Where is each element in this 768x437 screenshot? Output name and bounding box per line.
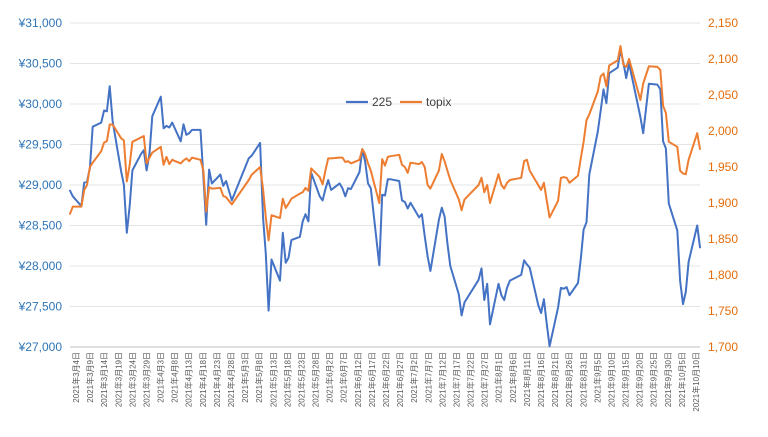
left-tick-label: ¥31,000 (18, 16, 63, 30)
left-y-axis: ¥27,000 ¥27,500 ¥28,000 ¥28,500 ¥29,000 ¥29,5… (18, 16, 63, 354)
x-tick-label: 2021年8月31日 (578, 352, 588, 407)
x-tick-label: 2021年5月28日 (311, 352, 321, 407)
legend: 225 topix (346, 95, 451, 109)
right-tick-label: 1,700 (708, 340, 738, 354)
left-tick-label: ¥30,000 (18, 97, 63, 111)
x-tick-label: 2021年5月13日 (268, 352, 278, 407)
x-tick-label: 2021年9月25日 (649, 352, 659, 407)
right-tick-label: 1,900 (708, 196, 738, 210)
x-tick-label: 2021年6月12日 (353, 352, 363, 407)
x-tick-label: 2021年7月2日 (409, 352, 419, 403)
x-tick-label: 2021年9月30日 (663, 352, 673, 407)
series-lines (69, 45, 701, 348)
right-tick-label: 2,050 (708, 88, 738, 102)
x-tick-label: 2021年6月17日 (367, 352, 377, 407)
x-tick-label: 2021年9月10日 (606, 352, 616, 407)
x-tick-label: 2021年6月7日 (339, 352, 349, 403)
right-tick-label: 2,150 (708, 16, 738, 30)
x-tick-label: 2021年7月17日 (451, 352, 461, 407)
x-tick-label: 2021年5月23日 (296, 352, 306, 407)
x-tick-label: 2021年10月5日 (677, 352, 687, 407)
x-tick-label: 2021年10月10日 (691, 352, 701, 412)
x-tick-label: 2021年3月29日 (141, 352, 151, 407)
left-tick-label: ¥28,000 (18, 259, 63, 273)
legend-label-225: 225 (372, 95, 392, 109)
right-tick-label: 1,750 (708, 304, 738, 318)
left-tick-label: ¥27,000 (18, 340, 63, 354)
x-tick-label: 2021年5月18日 (282, 352, 292, 407)
right-tick-label: 1,850 (708, 232, 738, 246)
x-tick-label: 2021年8月11日 (522, 352, 532, 407)
x-tick-label: 2021年8月16日 (536, 352, 546, 407)
x-tick-label: 2021年5月3日 (240, 352, 250, 403)
right-y-axis: 1,700 1,750 1,800 1,850 1,900 1,950 2,000 2,050… (708, 16, 738, 354)
x-tick-label: 2021年7月22日 (466, 352, 476, 407)
right-tick-label: 2,000 (708, 124, 738, 138)
x-axis: 2021年3月4日 2021年3月9日 2021年3月14日 2021年3月19日 20… (70, 346, 701, 412)
x-tick-label: 2021年3月14日 (99, 352, 109, 407)
x-tick-label: 2021年4月28日 (226, 352, 236, 407)
left-tick-label: ¥29,000 (18, 178, 63, 192)
x-tick-label: 2021年4月8日 (170, 352, 180, 403)
series-line-225 (69, 48, 701, 348)
x-tick-label: 2021年8月21日 (550, 352, 560, 407)
left-tick-label: ¥29,500 (18, 138, 63, 152)
x-tick-label: 2021年3月9日 (85, 352, 95, 403)
x-tick-label: 2021年7月7日 (423, 352, 433, 403)
x-tick-label: 2021年3月19日 (113, 352, 123, 407)
x-tick-label: 2021年6月2日 (325, 352, 335, 403)
left-tick-label: ¥28,500 (18, 219, 63, 233)
left-tick-label: ¥30,500 (18, 57, 63, 71)
x-tick-label: 2021年9月15日 (621, 352, 631, 407)
x-tick-label: 2021年6月27日 (395, 352, 405, 407)
x-tick-label: 2021年4月13日 (184, 352, 194, 407)
right-tick-label: 1,950 (708, 160, 738, 174)
x-tick-label: 2021年4月3日 (156, 352, 166, 403)
x-tick-label: 2021年3月4日 (71, 352, 81, 403)
x-tick-label: 2021年7月12日 (437, 352, 447, 407)
x-tick-label: 2021年9月20日 (635, 352, 645, 407)
right-tick-label: 1,800 (708, 268, 738, 282)
x-tick-label: 2021年8月6日 (508, 352, 518, 403)
x-tick-label: 2021年5月8日 (254, 352, 264, 403)
series-line-topix (69, 45, 701, 242)
right-tick-label: 2,100 (708, 52, 738, 66)
x-tick-label: 2021年4月23日 (212, 352, 222, 407)
x-tick-label: 2021年8月1日 (494, 352, 504, 403)
x-tick-label: 2021年6月22日 (381, 352, 391, 407)
left-tick-label: ¥27,500 (18, 300, 63, 314)
gridlines (70, 22, 700, 348)
legend-label-topix: topix (426, 95, 451, 109)
x-tick-label: 2021年7月27日 (480, 352, 490, 407)
x-tick-label: 2021年3月24日 (127, 352, 137, 407)
x-tick-label: 2021年4月18日 (198, 352, 208, 407)
x-tick-label: 2021年8月26日 (564, 352, 574, 407)
x-tick-label: 2021年9月5日 (592, 352, 602, 403)
